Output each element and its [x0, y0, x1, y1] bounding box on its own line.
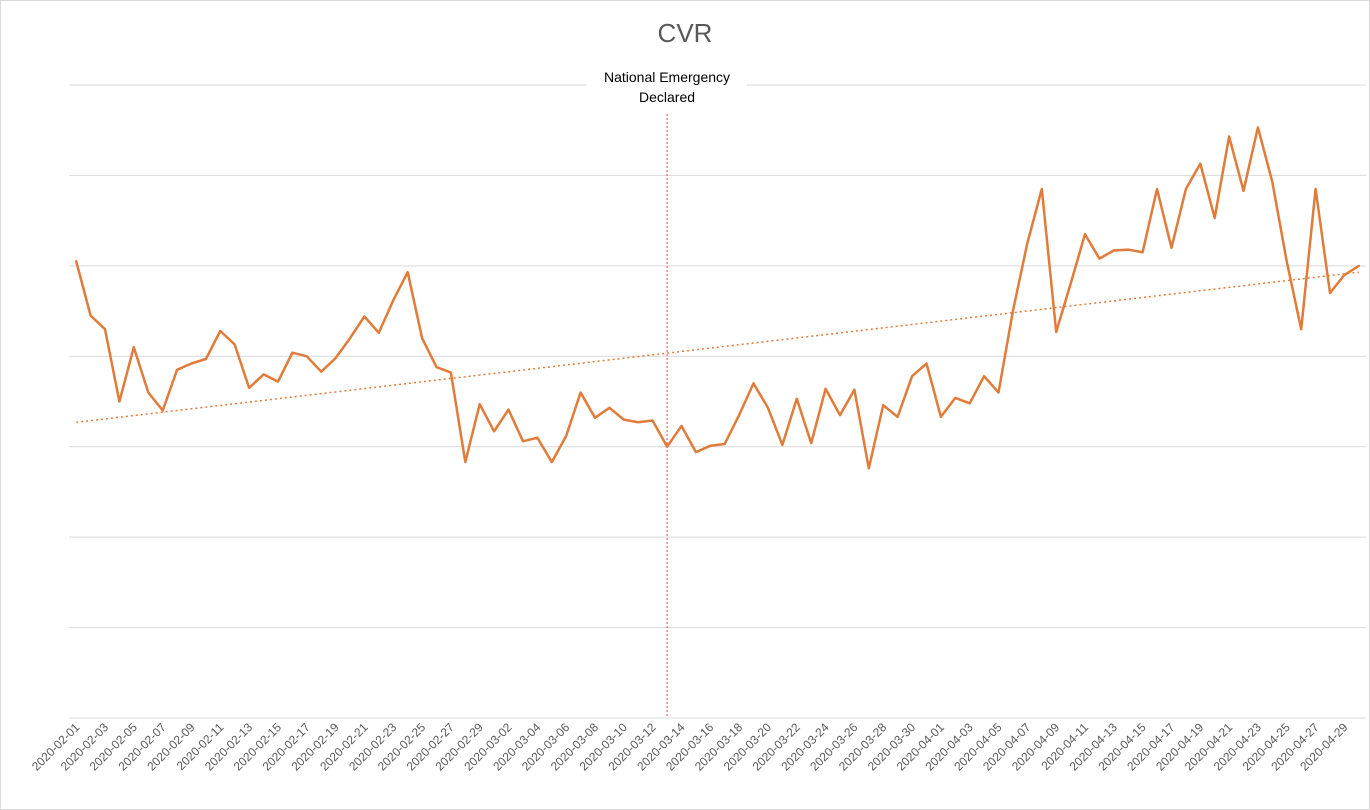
event-annotation: National Emergency Declared — [587, 66, 747, 108]
annotation-line-2: Declared — [638, 89, 696, 105]
trendline-group — [76, 271, 1359, 424]
series-line — [74, 126, 1361, 470]
x-axis: 2020-02-012020-02-032020-02-052020-02-07… — [29, 720, 1351, 774]
series-group — [74, 126, 1361, 470]
chart-title: CVR — [657, 18, 713, 48]
annotation-line-1: National Emergency — [603, 69, 731, 85]
trendline — [76, 271, 1359, 424]
gridlines — [69, 84, 1366, 719]
